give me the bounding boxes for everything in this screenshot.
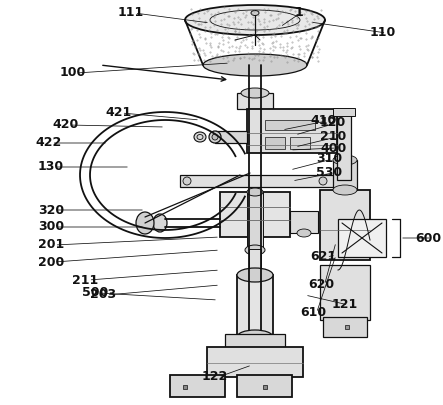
Text: 500: 500 [82,286,108,300]
Ellipse shape [153,214,167,232]
Ellipse shape [185,5,325,35]
Text: 210: 210 [320,130,346,143]
Ellipse shape [247,188,263,196]
Ellipse shape [194,132,206,142]
Bar [265,120,315,130]
Bar [220,192,290,237]
Text: 420: 420 [52,119,78,132]
Bar [180,175,340,187]
Text: 610: 610 [300,307,326,320]
Ellipse shape [237,330,273,344]
Bar [170,375,225,397]
Text: 130: 130 [38,160,64,173]
Ellipse shape [333,185,357,195]
Text: 122: 122 [202,371,228,384]
Bar [338,219,386,257]
Ellipse shape [209,131,221,143]
Bar [247,109,337,153]
Bar [247,192,263,250]
Bar [290,137,310,149]
Bar [290,211,318,233]
Bar [225,334,285,350]
Bar [333,108,355,116]
Bar [237,275,273,337]
Text: 201: 201 [38,239,64,252]
Ellipse shape [297,229,311,237]
Bar [323,317,367,337]
Ellipse shape [203,54,307,76]
Text: 121: 121 [332,298,358,311]
Text: 600: 600 [415,232,441,245]
Bar [249,249,261,275]
Ellipse shape [247,246,263,254]
Text: 300: 300 [38,220,64,234]
Text: 120: 120 [320,117,346,130]
Text: 410: 410 [310,115,336,128]
Text: 203: 203 [90,288,116,301]
Bar [265,137,285,149]
Text: 621: 621 [310,251,336,264]
Text: 530: 530 [316,166,342,179]
Bar [320,190,370,260]
Bar [337,115,351,180]
Text: 100: 100 [60,66,86,79]
Bar [333,160,357,190]
Text: 110: 110 [370,26,396,40]
Ellipse shape [212,134,218,140]
Ellipse shape [237,268,273,282]
Text: 620: 620 [308,279,334,292]
Bar [215,131,247,143]
Ellipse shape [319,177,327,185]
Bar [207,347,303,377]
Bar [237,375,292,397]
Text: 211: 211 [72,273,98,286]
Ellipse shape [245,245,265,255]
Ellipse shape [333,155,357,165]
Text: 1: 1 [295,6,304,19]
Text: 200: 200 [38,256,64,269]
Ellipse shape [183,177,191,185]
Ellipse shape [136,212,154,234]
Bar [320,265,370,320]
Text: 400: 400 [320,141,346,154]
Text: 421: 421 [105,107,131,119]
Ellipse shape [251,11,259,15]
Ellipse shape [241,88,269,98]
Text: 310: 310 [316,153,342,166]
Bar [237,93,273,109]
Text: 422: 422 [35,136,61,149]
Text: 320: 320 [38,203,64,217]
Text: 111: 111 [118,6,144,19]
